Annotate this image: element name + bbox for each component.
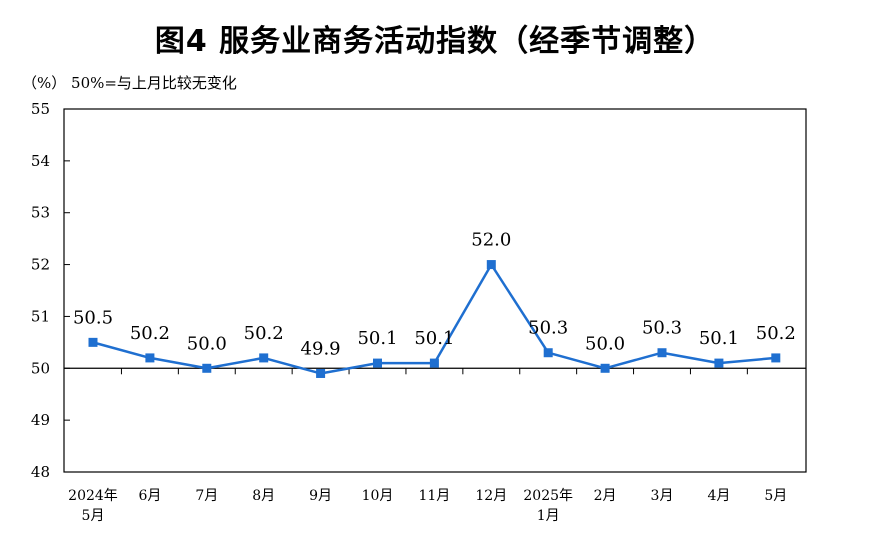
data-label: 50.2	[756, 323, 796, 344]
data-label: 50.1	[414, 328, 454, 349]
x-tick-label: 5月	[764, 488, 787, 504]
x-tick-label: 6月	[138, 488, 161, 504]
y-tick-label: 55	[31, 100, 50, 118]
data-label: 52.0	[471, 230, 511, 251]
x-tick-label: 1月	[537, 508, 560, 524]
x-tick-label: 12月	[475, 488, 507, 504]
data-label: 50.1	[699, 328, 739, 349]
x-tick-label: 2月	[594, 488, 617, 504]
data-label: 49.9	[301, 338, 341, 359]
data-point	[600, 363, 610, 373]
y-tick-label: 54	[31, 152, 50, 170]
data-point	[771, 353, 781, 363]
data-label: 50.3	[528, 318, 568, 339]
data-label: 50.0	[187, 333, 227, 354]
data-label: 50.2	[244, 323, 284, 344]
data-point	[316, 368, 326, 378]
data-point	[259, 353, 269, 363]
chart-title: 图4 服务业商务活动指数（经季节调整）	[154, 24, 716, 59]
data-label: 50.1	[357, 328, 397, 349]
x-tick-label: 5月	[82, 508, 105, 524]
data-point	[543, 348, 553, 358]
y-tick-label: 50	[31, 359, 50, 377]
y-tick-label: 49	[31, 411, 50, 429]
x-tick-label: 2025年	[523, 488, 573, 504]
data-label: 50.3	[642, 318, 682, 339]
y-tick-label: 51	[31, 307, 50, 325]
data-labels-group: 50.5 50.2 50.0 50.2 49.9 50.1 50.1 52.0 50.3 50.0…	[73, 230, 796, 360]
data-label: 50.2	[130, 323, 170, 344]
x-tick-label: 10月	[362, 488, 394, 504]
y-tick-label: 52	[31, 256, 50, 274]
data-point	[486, 260, 496, 270]
x-tick-label: 8月	[252, 488, 275, 504]
data-point	[373, 358, 382, 368]
data-point	[657, 348, 667, 358]
data-point	[88, 337, 98, 347]
y-tick-label: 48	[31, 463, 50, 481]
data-label: 50.5	[73, 307, 113, 328]
data-point	[145, 353, 155, 363]
x-tick-label: 7月	[195, 488, 218, 504]
x-tick-label: 3月	[651, 488, 674, 504]
data-label: 50.0	[585, 333, 625, 354]
x-tick-label: 2024年	[68, 488, 118, 504]
x-tick-label: 11月	[418, 488, 450, 504]
unit-note: （%） 50%=与上月比较无变化	[22, 74, 237, 92]
data-point	[714, 358, 724, 368]
plot-frame	[63, 108, 807, 473]
y-tick-label: 53	[31, 204, 50, 222]
series-group	[88, 260, 781, 378]
y-axis: 48 49 50 51 52 53 54 55	[31, 100, 70, 481]
data-point	[429, 358, 439, 368]
x-tick-label: 4月	[707, 488, 730, 504]
data-point	[202, 363, 212, 373]
x-axis: 2024年 5月 6月 7月 8月 9月 10月 11月 12月 2025年 1月 2月 3月 4月 5月	[68, 368, 787, 524]
x-tick-label: 9月	[309, 488, 332, 504]
